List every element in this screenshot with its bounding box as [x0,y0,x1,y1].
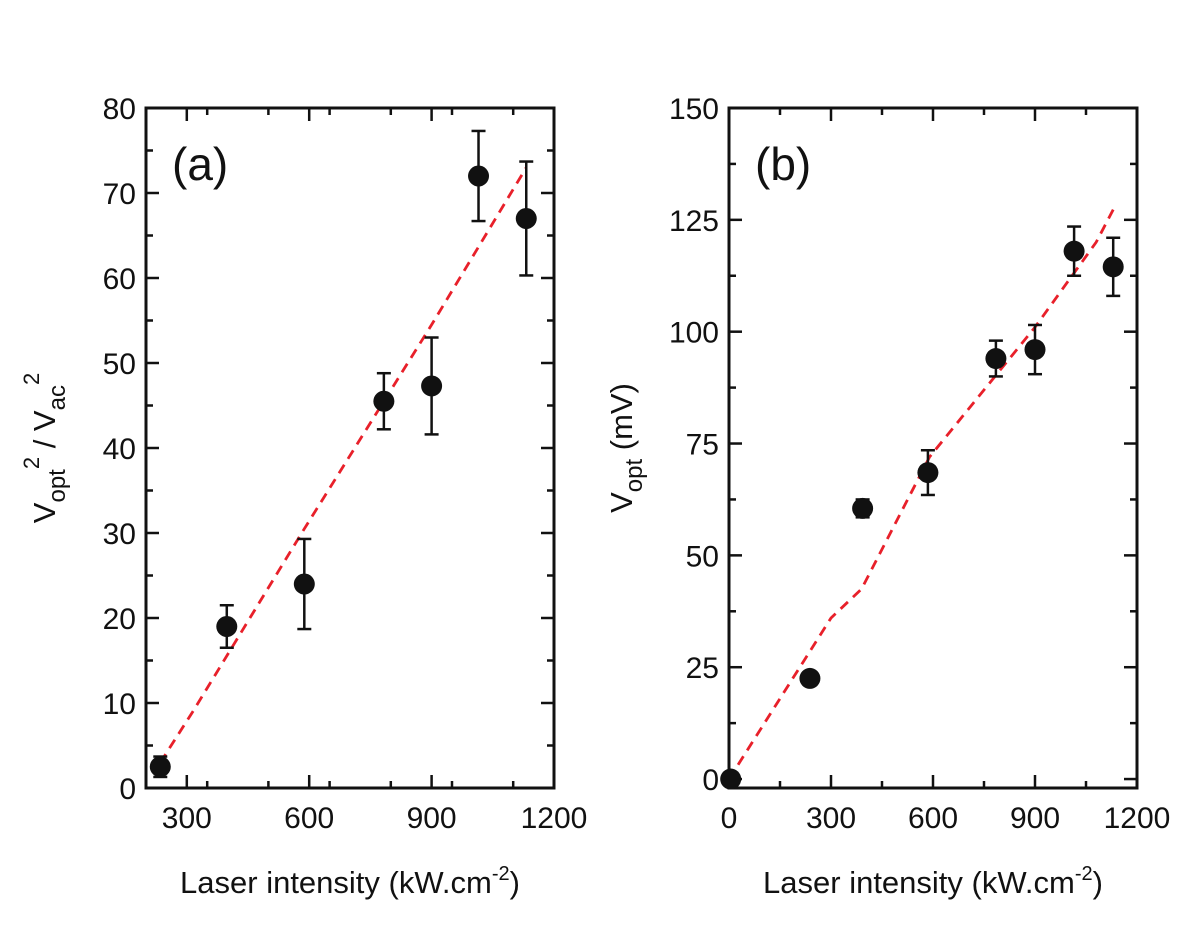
panel-a-y-axis-slash-v: / V [27,410,62,457]
panel-a-data-point [373,390,395,412]
panel-a-y-tick-label: 70 [103,178,136,211]
panel-b-y-tick-label: 75 [686,429,719,462]
panel-a-y-axis-sub-opt: opt [44,469,71,503]
panel-a-data-point [149,756,171,778]
panel-b-x-axis-title-main: Laser intensity (kW.cm [763,865,1075,900]
panel-b-data-point [985,348,1007,370]
panel-b-data-point [917,462,939,484]
panel-b-data-point [1102,256,1124,278]
panel-b-data-point [1024,339,1046,361]
panel-a-x-axis-title-close: ) [510,865,520,900]
panel-a-y-tick-label: 40 [103,433,136,466]
panel-a-data-point [468,165,490,187]
panel-b-y-axis-unit: (mV) [604,383,639,459]
panel-a-x-axis-title: Laser intensity (kW.cm-2) [180,863,520,900]
panel-a-y-axis-sup-2: 2 [19,457,44,469]
panel-b-data-point [852,497,874,519]
panel-a-y-tick-label: 0 [119,773,136,806]
panel-b-x-tick-label: 600 [908,802,958,835]
panel-b-fit-line [727,205,1117,780]
panel-a-x-tick-label: 900 [407,802,457,835]
panel-b-x-axis-title-close: ) [1093,865,1103,900]
panel-b-x-tick-label: 900 [1010,802,1060,835]
panel-b-y-tick-label: 150 [669,93,719,126]
panel-a-y-axis-v: V [27,502,62,523]
panel-b-frame [727,106,1139,790]
panel-b-y-tick-label: 50 [686,540,719,573]
panel-a-x-axis-title-main: Laser intensity (kW.cm [180,865,492,900]
panel-a-data-point [515,208,537,229]
panel-a-y-tick-label: 10 [103,688,136,721]
panel-b-y-tick-label: 125 [669,205,719,238]
panel-a-x-tick-label: 1200 [521,802,588,835]
panel-a-y-axis-sup-2b: 2 [19,373,44,385]
panel-a-chart: 300 600 900 1200 0 10 20 30 40 50 60 70 80 (a) Laser i… [19,93,587,900]
panel-b-y-tick-label: 0 [702,764,719,797]
panel-a-y-axis-sub-ac: ac [44,385,71,410]
panel-b-y-axis-title: Vopt (mV) [604,383,648,513]
panel-b-label: (b) [755,138,811,190]
panel-b-data-point [1063,240,1085,262]
panel-a-x-axis-title-sup: -2 [492,863,510,885]
panel-b-x-axis-title-sup: -2 [1075,863,1093,885]
panel-b-chart: 0 300 600 900 1200 0 25 50 75 100 125 150 (b) Laser i… [604,93,1170,900]
panel-a-y-axis-title: Vopt2 / Vac2 [19,373,71,523]
panel-b-y-axis-v: V [604,492,639,513]
panel-a-y-tick-label: 80 [103,93,136,126]
panel-a-x-tick-label: 600 [284,802,334,835]
panel-b-y-tick-label: 25 [686,652,719,685]
panel-b-data-point [720,768,742,790]
panel-a-y-tick-label: 20 [103,603,136,636]
panel-a-y-tick-label: 30 [103,518,136,551]
panel-a-data-point [216,616,238,637]
panel-a-x-tick-label: 300 [162,802,212,835]
panel-a-y-tick-label: 50 [103,348,136,381]
panel-b-x-tick-label: 300 [806,802,856,835]
panel-a-y-tick-label: 60 [103,263,136,296]
panel-b-y-tick-label: 100 [669,317,719,350]
panel-a-data-point [421,375,443,397]
panel-b-x-tick-label: 1200 [1104,802,1171,835]
panel-a-label: (a) [172,138,228,190]
panel-b-x-tick-label: 0 [721,802,738,835]
panel-b-data-point [799,667,821,689]
panel-b-x-axis-title: Laser intensity (kW.cm-2) [763,863,1103,900]
panel-b-y-axis-sub-opt: opt [621,459,648,493]
panel-a-fit-line [159,166,528,764]
panel-a-data-point [293,573,315,595]
